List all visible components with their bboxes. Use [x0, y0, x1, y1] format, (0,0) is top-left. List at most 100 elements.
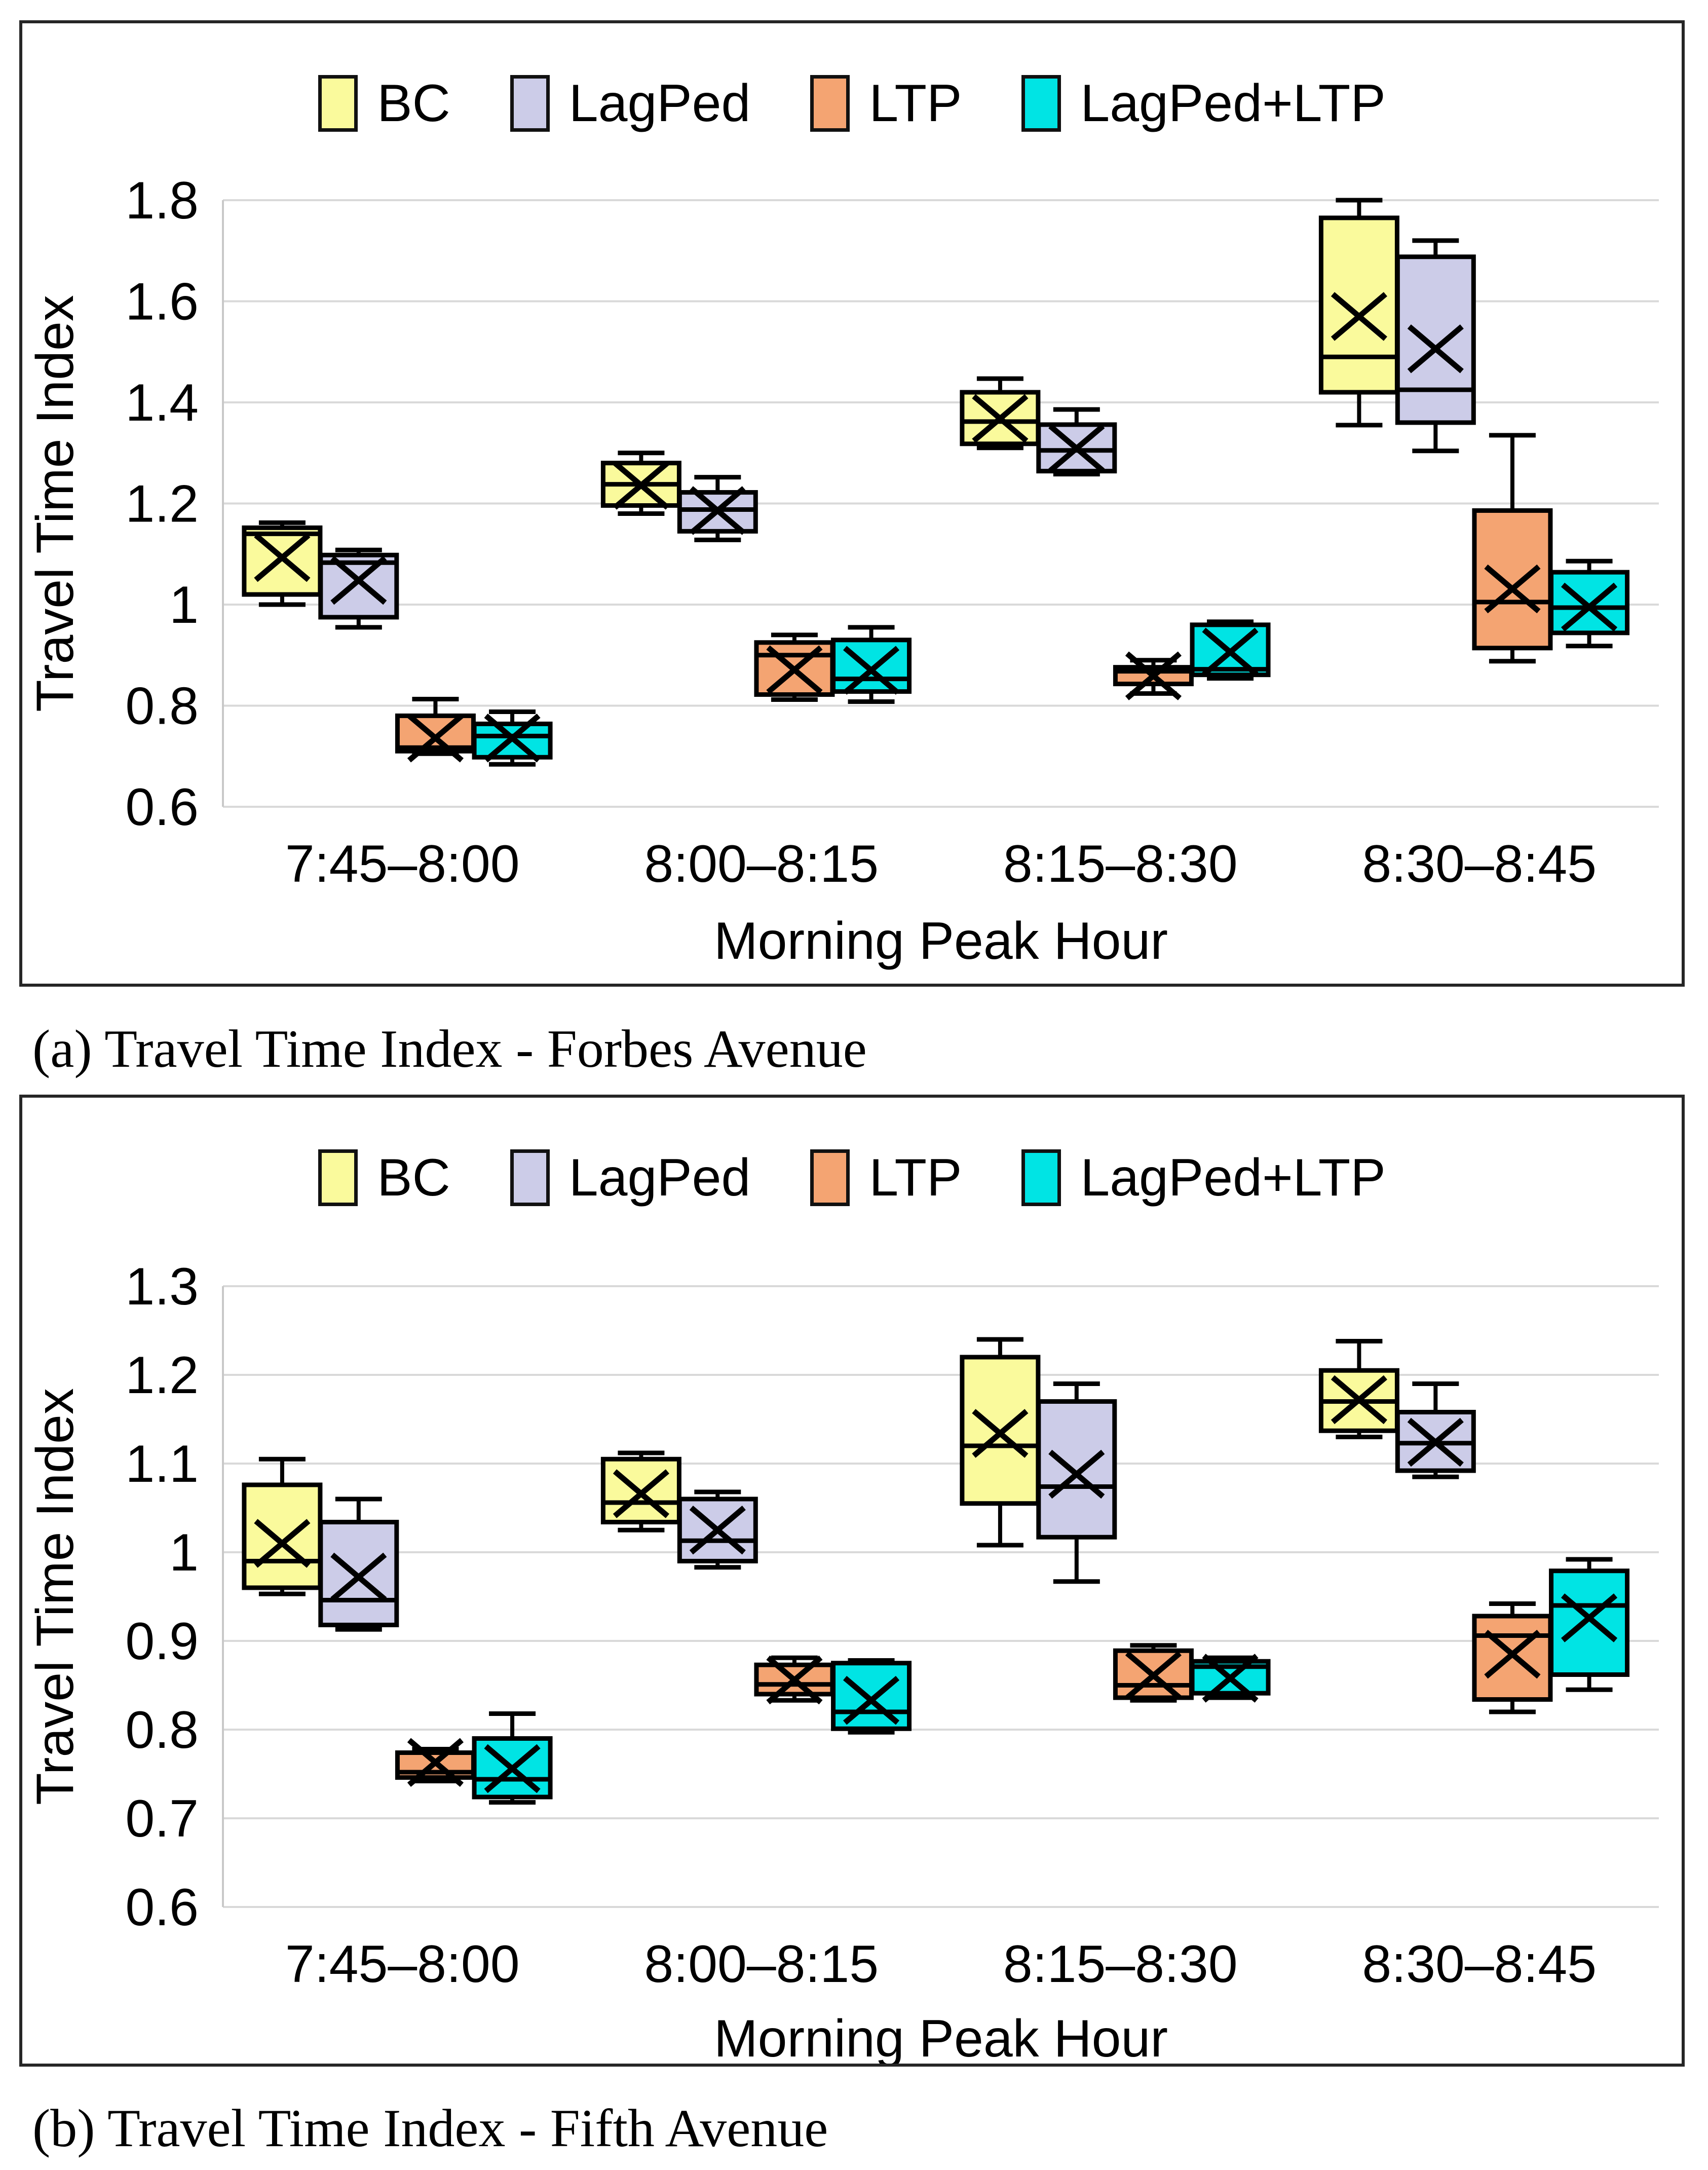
mean-marker — [843, 646, 900, 695]
box-lagped-3 — [1395, 1381, 1476, 1479]
iqr-box — [1549, 1568, 1630, 1677]
x-tick-label: 8:15–8:30 — [1003, 835, 1238, 893]
iqr-box — [318, 552, 399, 620]
mean-marker — [766, 1655, 823, 1705]
caption-fifth-avenue: (b) Travel Time Index - Fifth Avenue — [32, 2099, 828, 2158]
legend-item-ltp: LTP — [810, 1149, 962, 1206]
box-bc-2 — [960, 376, 1041, 451]
mean-marker — [330, 1552, 387, 1602]
mean-marker — [1125, 651, 1182, 700]
x-tick-label: 8:30–8:45 — [1362, 835, 1597, 893]
box-lagped-0 — [318, 547, 399, 630]
legend-item-lagped-ltp: LagPed+LTP — [1021, 74, 1386, 133]
box-lagped-ltp-3 — [1549, 1557, 1630, 1692]
box-lagped-ltp-0 — [472, 709, 553, 767]
mean-marker — [254, 1519, 311, 1568]
legend-label-ltp: LTP — [869, 1148, 962, 1207]
legend-label-lagped: LagPed — [568, 74, 751, 133]
y-tick-label: 0.6 — [125, 778, 199, 837]
mean-marker — [1407, 324, 1464, 373]
x-axis-title: Morning Peak Hour — [714, 912, 1168, 970]
legend-swatch-bc — [318, 75, 358, 132]
mean-marker — [1048, 424, 1105, 473]
mean-marker — [330, 555, 387, 605]
legend-label-ltp: LTP — [869, 74, 962, 133]
box-lagped-1 — [677, 475, 758, 542]
x-tick-label: 7:45–8:00 — [285, 835, 520, 893]
iqr-box — [831, 638, 912, 694]
box-lagped-1 — [677, 1489, 758, 1570]
box-lagped-ltp-2 — [1190, 1654, 1271, 1703]
mean-marker — [1331, 292, 1387, 341]
x-tick-label: 8:00–8:15 — [644, 835, 879, 893]
legend-item-lagped: LagPed — [510, 74, 751, 133]
panel-fifth-avenue: 1.3 1.2 1.1 1 0.9 0.8 0.7 0.6 7:45–8:00 8:00–8:15… — [19, 1095, 1685, 2067]
x-tick-label: 8:30–8:45 — [1362, 1935, 1597, 1994]
panel-forbes-avenue: 1.8 1.6 1.4 1.2 1 0.8 0.6 7:45–8:00 8:00–8:15 8:1… — [19, 20, 1685, 987]
legend-label-lagped: LagPed — [568, 1148, 751, 1207]
box-ltp-0 — [395, 1738, 476, 1787]
mean-marker — [689, 486, 746, 535]
legend-fifth: BC LagPed LTP LagPed+LTP — [22, 1142, 1682, 1213]
box-bc-3 — [1318, 1339, 1399, 1439]
legend-label-lagped-ltp: LagPed+LTP — [1080, 74, 1386, 133]
mean-marker — [1202, 627, 1259, 677]
x-tick-label: 8:15–8:30 — [1003, 1935, 1238, 1994]
legend-swatch-lagped-ltp — [1021, 1149, 1061, 1206]
box-lagped-ltp-2 — [1190, 619, 1271, 681]
box-ltp-3 — [1472, 1601, 1553, 1714]
x-tick-label: 7:45–8:00 — [285, 1935, 520, 1994]
mean-marker — [1484, 1630, 1541, 1679]
legend-item-ltp: LTP — [810, 75, 962, 132]
mean-marker — [1407, 1417, 1464, 1467]
legend-item-bc: BC — [318, 75, 450, 132]
mean-marker — [972, 394, 1029, 443]
legend-item-bc: BC — [318, 1149, 450, 1206]
y-tick-label: 1.4 — [125, 373, 199, 432]
y-tick-label: 1.8 — [125, 171, 199, 230]
y-axis-title: Travel Time Index — [26, 295, 85, 712]
legend-swatch-lagped — [510, 75, 550, 132]
legend-label-bc: BC — [377, 1148, 450, 1207]
x-tick-label: 8:00–8:15 — [644, 1935, 879, 1994]
x-axis-title: Morning Peak Hour — [714, 2009, 1168, 2064]
box-lagped-ltp-1 — [831, 625, 912, 704]
mean-marker — [407, 714, 464, 763]
y-tick-label: 1.3 — [125, 1257, 199, 1316]
mean-marker — [1561, 582, 1618, 632]
box-ltp-0 — [395, 697, 476, 763]
legend-swatch-bc — [318, 1149, 358, 1206]
legend-swatch-ltp — [810, 75, 850, 132]
legend-item-lagped: LagPed — [510, 1148, 751, 1207]
y-tick-label: 0.9 — [125, 1612, 199, 1671]
iqr-box — [1472, 508, 1553, 651]
box-bc-2 — [960, 1337, 1041, 1548]
y-tick-label: 1.2 — [125, 1346, 199, 1405]
legend-label-lagped-ltp: LagPed+LTP — [1080, 1148, 1386, 1207]
caption-forbes-avenue: (a) Travel Time Index - Forbes Avenue — [32, 1019, 867, 1078]
box-bc-3 — [1318, 198, 1399, 428]
legend-swatch-lagped — [510, 1149, 550, 1206]
box-lagped-2 — [1036, 1381, 1117, 1584]
box-bc-0 — [242, 1456, 323, 1596]
mean-marker — [1484, 564, 1541, 614]
box-ltp-2 — [1113, 651, 1194, 700]
legend-swatch-ltp — [810, 1149, 850, 1206]
mean-marker — [972, 1409, 1029, 1458]
legend-item-lagped-ltp: LagPed+LTP — [1021, 1148, 1386, 1207]
y-tick-label: 1.1 — [125, 1435, 199, 1493]
y-tick-label: 0.8 — [125, 1701, 199, 1760]
mean-marker — [484, 714, 541, 763]
legend-label-bc: BC — [377, 74, 450, 133]
mean-marker — [484, 1744, 541, 1793]
box-bc-0 — [242, 520, 323, 607]
y-tick-label: 1 — [169, 1523, 199, 1582]
iqr-box — [1036, 1399, 1117, 1540]
mean-marker — [1331, 1375, 1387, 1425]
box-lagped-0 — [318, 1496, 399, 1632]
mean-marker — [766, 645, 823, 694]
box-lagped-ltp-0 — [472, 1711, 553, 1805]
box-lagped-ltp-1 — [831, 1658, 912, 1735]
mean-marker — [613, 1469, 669, 1518]
